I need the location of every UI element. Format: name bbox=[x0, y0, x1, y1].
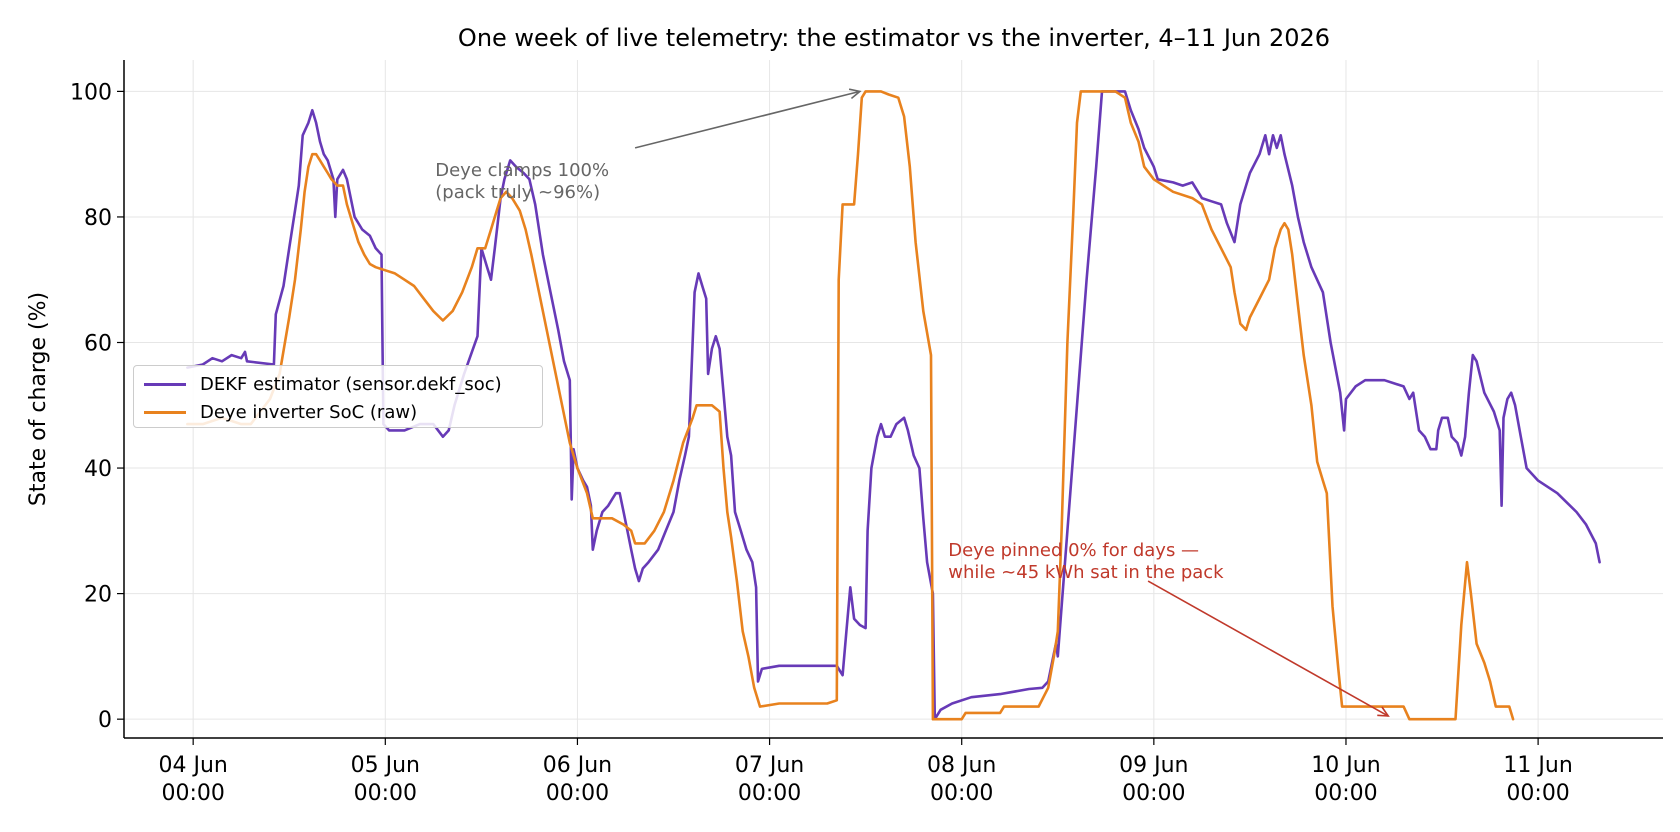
series-line-deye bbox=[186, 90, 1515, 721]
x-tick-label: 00:00 bbox=[930, 781, 993, 806]
legend-label-deye: Deye inverter SoC (raw) bbox=[200, 401, 418, 423]
legend-item-dekf: DEKF estimator (sensor.dekf_soc) bbox=[144, 372, 502, 396]
x-tick-label: 07 Jun bbox=[735, 753, 804, 778]
annotation-text: Deye pinned 0% for days — bbox=[948, 540, 1199, 561]
x-tick-label: 00:00 bbox=[161, 781, 224, 806]
annotation-text: while ~45 kWh sat in the pack bbox=[948, 562, 1224, 583]
legend-swatch-deye bbox=[144, 410, 186, 414]
x-tick-label: 10 Jun bbox=[1311, 753, 1380, 778]
y-tick-label: 100 bbox=[70, 80, 112, 105]
x-tick-label: 00:00 bbox=[1506, 781, 1569, 806]
annotation-arrow bbox=[1147, 580, 1389, 717]
chart-title: One week of live telemetry: the estimato… bbox=[458, 24, 1330, 52]
x-tick-label: 00:00 bbox=[1122, 781, 1185, 806]
annotations: Deye clamps 100%(pack truly ~96%) Deye pi… bbox=[435, 88, 1390, 717]
x-tick-label: 09 Jun bbox=[1119, 753, 1188, 778]
y-tick-label: 0 bbox=[98, 708, 112, 733]
x-tick-label: 05 Jun bbox=[351, 753, 420, 778]
x-tick-label: 04 Jun bbox=[158, 753, 227, 778]
ticks: 0 20 40 60 80 100 04 Jun 00:00 05 Jun 00:00 06 Jun… bbox=[70, 80, 1573, 806]
x-tick-label: 11 Jun bbox=[1503, 753, 1572, 778]
legend-label-dekf: DEKF estimator (sensor.dekf_soc) bbox=[200, 373, 502, 395]
legend-swatch-dekf bbox=[144, 382, 186, 386]
axes bbox=[123, 60, 1663, 739]
y-tick-label: 60 bbox=[84, 332, 112, 357]
annotation-arrowhead bbox=[848, 88, 862, 100]
annotation-text: (pack truly ~96%) bbox=[435, 182, 600, 203]
annotation-text: Deye clamps 100% bbox=[435, 160, 609, 181]
x-tick-label: 08 Jun bbox=[927, 753, 996, 778]
annotation-arrow bbox=[634, 90, 861, 149]
y-axis-label: State of charge (%) bbox=[26, 292, 51, 506]
x-tick-label: 06 Jun bbox=[543, 753, 612, 778]
x-tick-label: 00:00 bbox=[1314, 781, 1377, 806]
y-tick-label: 80 bbox=[84, 206, 112, 231]
legend-item-deye: Deye inverter SoC (raw) bbox=[144, 400, 417, 424]
x-tick-label: 00:00 bbox=[738, 781, 801, 806]
x-tick-label: 00:00 bbox=[546, 781, 609, 806]
annotation-arrowhead bbox=[1377, 706, 1390, 717]
y-tick-label: 40 bbox=[84, 457, 112, 482]
x-tick-label: 00:00 bbox=[354, 781, 417, 806]
y-tick-label: 20 bbox=[84, 583, 112, 608]
legend: DEKF estimator (sensor.dekf_soc) Deye in… bbox=[133, 365, 543, 428]
